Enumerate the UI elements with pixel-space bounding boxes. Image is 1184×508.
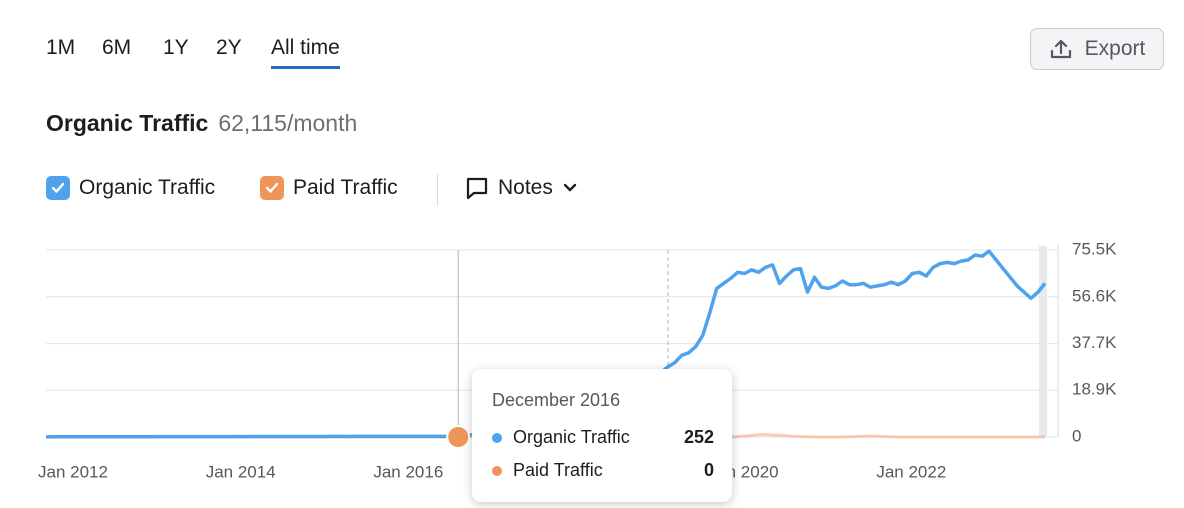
export-icon [1050, 39, 1071, 59]
range-tab[interactable]: 2Y [216, 36, 242, 59]
tooltip-row: Organic Traffic 252 [492, 427, 714, 448]
summary-value: 62,115/month [218, 110, 358, 136]
summary-label: Organic Traffic [46, 110, 209, 136]
legend-label: Paid Traffic [293, 176, 398, 199]
tooltip-label: Paid Traffic [513, 460, 603, 480]
x-tick-label: Jan 2022 [876, 462, 946, 481]
export-button[interactable]: Export [1030, 28, 1164, 70]
legend-item[interactable]: Paid Traffic [260, 176, 398, 200]
legend-item[interactable]: Organic Traffic [46, 176, 215, 200]
notes-label: Notes [498, 176, 553, 199]
tooltip-row: Paid Traffic 0 [492, 460, 714, 481]
legend-checkbox[interactable] [260, 176, 284, 200]
y-tick-label: 56.6K [1072, 286, 1117, 305]
check-icon [51, 182, 65, 193]
hover-point [446, 425, 471, 449]
summary: Organic Traffic 62,115/month [46, 110, 357, 137]
incomplete-period [1039, 246, 1047, 437]
tooltip: December 2016 Organic Traffic 252 Paid Tr… [472, 369, 732, 502]
divider [437, 174, 438, 206]
range-tab-active[interactable]: All time [271, 36, 340, 69]
notes-icon [466, 177, 488, 200]
check-icon [265, 182, 279, 193]
tooltip-title: December 2016 [492, 390, 621, 410]
y-tick-label: 18.9K [1072, 380, 1117, 399]
y-tick-label: 0 [1072, 426, 1081, 445]
y-tick-label: 37.7K [1072, 333, 1117, 352]
legend-checkbox[interactable] [46, 176, 70, 200]
x-tick-label: Jan 2014 [206, 462, 276, 481]
x-tick-label: Jan 2012 [38, 462, 108, 481]
tooltip-dot [492, 432, 502, 443]
tooltip-dot [492, 465, 502, 476]
export-label: Export [1084, 37, 1146, 60]
tooltip-value: 0 [703, 460, 714, 480]
range-tab[interactable]: 6M [102, 36, 132, 59]
tooltip-label: Organic Traffic [513, 427, 630, 447]
x-tick-label: Jan 2016 [373, 462, 443, 481]
y-tick-label: 75.5K [1072, 239, 1117, 258]
range-tab[interactable]: 1M [46, 36, 76, 59]
legend-label: Organic Traffic [79, 176, 216, 199]
tooltip-value: 252 [683, 427, 714, 447]
chevron-icon [563, 183, 577, 192]
range-tab[interactable]: 1Y [163, 36, 189, 59]
notes-dropdown[interactable]: Notes [465, 176, 578, 200]
